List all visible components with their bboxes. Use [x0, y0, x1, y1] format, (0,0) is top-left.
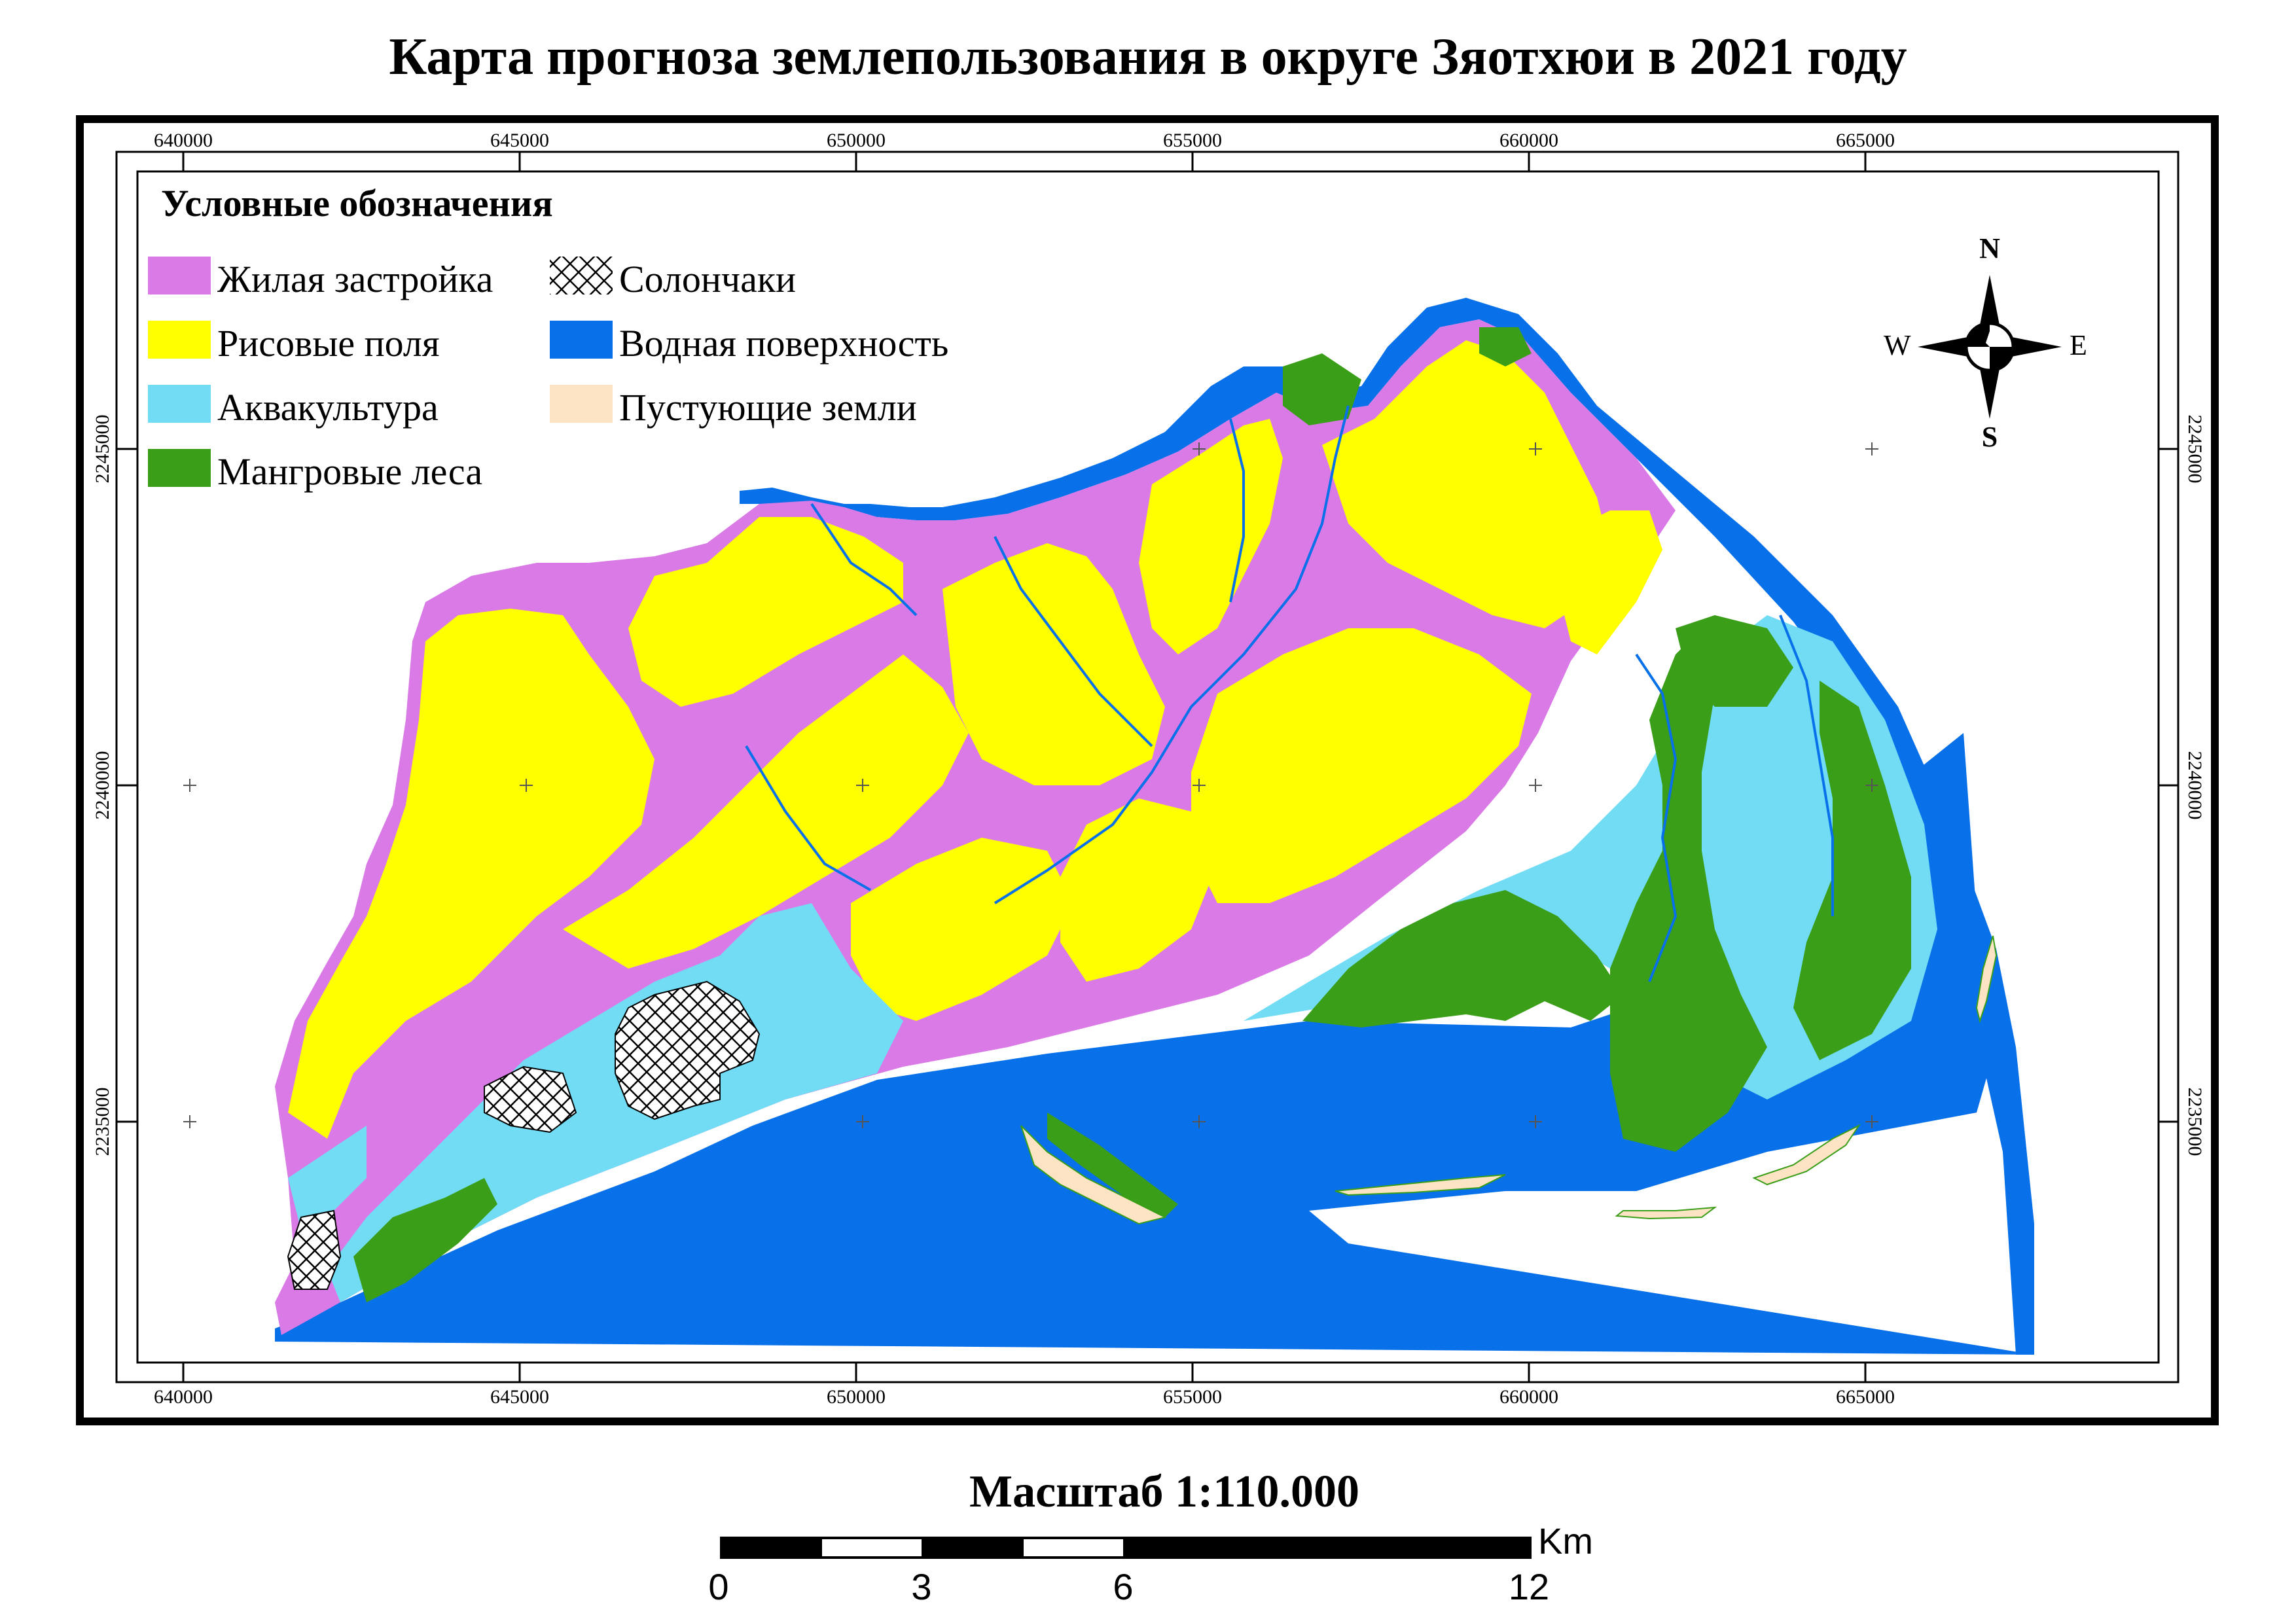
salt-marsh: [287, 980, 761, 1290]
tick-marks: [117, 152, 2178, 1382]
scale-bar: [720, 1537, 1532, 1559]
map-title: Карта прогноза землепользования в округе…: [389, 28, 1907, 86]
scale-label-6: 6: [1113, 1566, 1134, 1607]
legend-swatch-water: [550, 321, 613, 359]
y-tick-left-2: 2240000: [92, 751, 113, 820]
vacant-land: [1020, 935, 1998, 1225]
x-tick-bottom-2: 645000: [490, 1386, 549, 1408]
scale-unit: Km: [1538, 1520, 1593, 1561]
scale-label-3: 3: [911, 1566, 932, 1607]
y-tick-left-1: 2245000: [92, 415, 113, 484]
legend-label-mangrove: Мангровые леса: [217, 450, 482, 493]
compass-w: W: [1884, 329, 1911, 361]
legend-swatch-rice: [148, 321, 211, 359]
legend-label-rice: Рисовые поля: [217, 322, 440, 365]
x-tick-bottom-6: 665000: [1836, 1386, 1895, 1408]
x-tick-top-5: 660000: [1499, 130, 1558, 151]
compass-e: E: [2070, 329, 2087, 361]
x-tick-top-6: 665000: [1836, 130, 1895, 151]
mangrove-forest: [353, 327, 1911, 1302]
legend-label-residential: Жилая застройка: [217, 258, 493, 300]
legend-swatch-vacant: [550, 385, 613, 423]
legend-swatch-aquaculture: [148, 385, 211, 423]
scale-label-0: 0: [708, 1566, 729, 1607]
compass-rose-icon: [1918, 275, 2062, 419]
y-tick-right-2: 2240000: [2184, 751, 2206, 820]
water-body: [275, 298, 2034, 1355]
x-tick-bottom-1: 640000: [154, 1386, 213, 1408]
outer-frame: [76, 115, 2219, 1425]
legend-swatch-residential: [148, 257, 211, 294]
scale-label-12: 12: [1508, 1566, 1550, 1607]
legend-label-aquaculture: Аквакультура: [217, 386, 439, 429]
legend-label-vacant: Пустующие земли: [619, 386, 917, 429]
compass-n: N: [1979, 232, 2000, 264]
legend-swatch-mangrove: [148, 449, 211, 487]
grid-crosses: [183, 442, 1878, 1128]
x-tick-bottom-4: 655000: [1163, 1386, 1222, 1408]
x-tick-bottom-3: 650000: [827, 1386, 886, 1408]
rice-fields: [288, 340, 1662, 1139]
x-tick-top-4: 655000: [1163, 130, 1222, 151]
x-tick-top-1: 640000: [154, 130, 213, 151]
grid-frame: [115, 151, 2179, 1383]
legend-label-saltmarsh: Солончаки: [619, 258, 796, 300]
legend: Условные обозначения Жилая застройка Сол…: [148, 182, 948, 493]
legend-swatch-saltmarsh: [550, 257, 613, 294]
x-tick-top-3: 650000: [827, 130, 886, 151]
compass-s: S: [1982, 421, 1998, 453]
scale-title: Масштаб 1:110.000: [969, 1467, 1359, 1517]
y-tick-left-3: 2235000: [92, 1088, 113, 1156]
y-tick-right-1: 2245000: [2184, 415, 2206, 484]
legend-title: Условные обозначения: [161, 182, 553, 224]
water-sea: [275, 733, 2034, 1355]
legend-label-water: Водная поверхность: [619, 322, 948, 365]
canals: [745, 405, 1834, 982]
x-tick-bottom-5: 660000: [1499, 1386, 1558, 1408]
x-tick-top-2: 645000: [490, 130, 549, 151]
y-tick-right-3: 2235000: [2184, 1088, 2206, 1156]
